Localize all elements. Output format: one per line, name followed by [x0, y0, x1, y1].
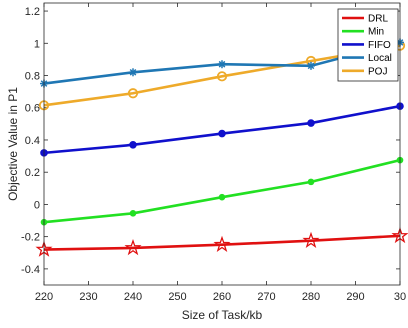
- data-point: [127, 88, 139, 99]
- data-point: [307, 178, 315, 186]
- data-point: [216, 71, 228, 82]
- x-tick-label: 30: [394, 291, 406, 303]
- x-tick-label: 270: [257, 291, 275, 303]
- data-point: [218, 129, 226, 138]
- x-tick-label: 240: [124, 291, 142, 303]
- x-tick-label: 220: [35, 291, 53, 303]
- y-tick-label: -0.4: [21, 264, 40, 276]
- legend-item-fifo: FIFO: [342, 40, 391, 51]
- x-tick-label: 230: [79, 291, 97, 303]
- y-tick-label: 1: [34, 38, 40, 50]
- data-point: [124, 238, 142, 256]
- data-point: [213, 235, 231, 252]
- axis-tick-labels: 220 230 240 250 260 270 280 290 30 -0.4 -0.2 0 0.2 0.…: [21, 6, 406, 303]
- legend-item-drl: DRL: [342, 14, 388, 25]
- legend-item-min: Min: [342, 27, 384, 38]
- y-tick-label: 0.4: [25, 135, 40, 147]
- x-tick-label: 250: [168, 291, 186, 303]
- data-point: [307, 61, 315, 70]
- y-tick-label: 0: [34, 199, 40, 211]
- series-line: [43, 158, 401, 224]
- series-min: [40, 156, 404, 226]
- legend-label: FIFO: [368, 40, 391, 51]
- legend-item-local: Local: [342, 53, 392, 64]
- y-tick-label: -0.2: [21, 232, 40, 244]
- data-point: [129, 209, 137, 217]
- y-axis-title: Objective Value in P1: [6, 87, 20, 201]
- data-point: [307, 119, 315, 127]
- series-line: [43, 104, 401, 155]
- legend-label: POJ: [368, 66, 387, 77]
- data-point: [129, 141, 137, 149]
- y-tick-label: 0.2: [25, 167, 40, 179]
- data-point: [129, 68, 137, 77]
- series-fifo: [40, 102, 404, 157]
- data-point: [218, 60, 226, 69]
- x-tick-label: 290: [346, 291, 364, 303]
- data-point: [302, 231, 320, 248]
- data-point: [218, 193, 226, 201]
- legend-label: DRL: [368, 14, 388, 25]
- legend-label: Min: [368, 27, 384, 38]
- x-tick-label: 280: [302, 291, 320, 303]
- y-tick-label: 0.6: [25, 103, 40, 115]
- y-tick-label: 1.2: [25, 6, 40, 18]
- legend-item-poj: POJ: [342, 66, 387, 77]
- legend-label: Local: [368, 53, 392, 64]
- series-line: [43, 234, 401, 251]
- plot-frame: [43, 2, 401, 286]
- legend: DRL Min FIFO Local POJ: [337, 8, 399, 82]
- x-tick-label: 260: [213, 291, 231, 303]
- series-drl: [35, 226, 408, 257]
- x-axis-title: Size of Task/kb: [182, 308, 263, 322]
- y-tick-label: 0.8: [25, 71, 40, 83]
